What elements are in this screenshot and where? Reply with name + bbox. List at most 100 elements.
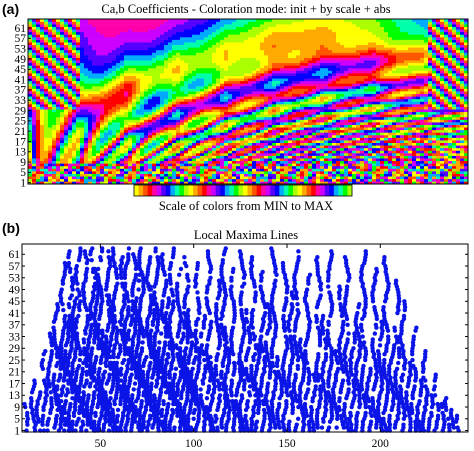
heatmap-cell [304,73,309,76]
heatmap-cell [272,67,277,71]
heatmap-cell [44,142,49,146]
heatmap-cell [196,150,201,154]
heatmap-cell [296,176,301,180]
heatmap-cell [216,178,221,182]
heatmap-cell [80,145,85,149]
heatmap-cell [28,73,33,76]
heatmap-cell [164,165,169,169]
heatmap-cell [108,83,113,87]
heatmap-cell [60,165,65,169]
heatmap-cell [312,173,317,177]
heatmap-cell [168,75,173,79]
heatmap-cell [92,153,97,156]
heatmap-cell [320,91,325,95]
heatmap-cell [36,173,41,177]
heatmap-cell [132,19,137,22]
heatmap-cell [156,65,161,69]
heatmap-cell [28,80,33,84]
heatmap-cell [292,62,297,66]
heatmap-cell [240,31,245,35]
heatmap-cell [64,39,69,43]
heatmap-cell [108,55,113,58]
heatmap-cell [160,168,165,172]
heatmap-cell [64,98,69,102]
heatmap-cell [200,155,205,159]
heatmap-cell [124,171,129,174]
heatmap-cell [264,106,269,110]
heatmap-cell [328,88,333,92]
heatmap-cell [256,83,261,87]
heatmap-cell [148,132,153,136]
heatmap-cell [252,24,257,27]
heatmap-cell [148,140,153,143]
heatmap-cell [304,96,309,100]
heatmap-cell [28,60,33,64]
heatmap-cell [128,181,133,185]
heatmap-cell [280,49,285,53]
heatmap-cell [120,55,125,58]
heatmap-cell [168,142,173,146]
heatmap-cell [132,26,137,30]
heatmap-cell [188,168,193,172]
heatmap-cell [116,88,121,92]
heatmap-cell [208,111,213,115]
heatmap-cell [44,109,49,113]
heatmap-cell [312,140,317,143]
heatmap-cell [224,132,229,136]
heatmap-cell [156,178,161,182]
heatmap-cell [308,96,313,100]
heatmap-cell [240,158,245,162]
heatmap-cell [272,106,277,110]
heatmap-cell [64,73,69,76]
heatmap-cell [124,160,129,164]
heatmap-cell [336,39,341,43]
heatmap-cell [60,158,65,162]
heatmap-cell [240,135,245,138]
heatmap-cell [36,101,41,105]
heatmap-cell [68,168,73,172]
heatmap-cell [172,106,177,110]
heatmap-cell [328,78,333,82]
heatmap-cell [264,127,269,131]
heatmap-cell [124,176,129,180]
heatmap-cell [152,26,157,30]
heatmap-cell [284,75,289,79]
heatmap-cell [76,75,81,79]
heatmap-cell [132,158,137,162]
heatmap-cell [312,57,317,61]
heatmap-cell [204,75,209,79]
heatmap-cell [300,158,305,162]
heatmap-cell [40,91,45,95]
heatmap-cell [228,181,233,185]
heatmap-cell [56,127,61,131]
heatmap-cell [252,127,257,131]
heatmap-cell [28,75,33,79]
heatmap-cell [148,173,153,177]
heatmap-cell [32,39,37,43]
heatmap-cell [328,122,333,125]
heatmap-cell [296,75,301,79]
heatmap-cell [112,145,117,149]
heatmap-cell [236,93,241,97]
heatmap-cell [300,37,305,40]
heatmap-cell [128,60,133,64]
heatmap-cell [204,171,209,174]
heatmap-cell [108,88,113,92]
heatmap-cell [200,127,205,131]
heatmap-cell [288,88,293,92]
heatmap-cell [304,75,309,79]
heatmap-cell [244,140,249,143]
heatmap-cell [48,60,53,64]
heatmap-cell [204,52,209,56]
heatmap-cell [304,140,309,143]
heatmap-cell [48,67,53,71]
heatmap-cell [212,34,217,38]
heatmap-cell [228,137,233,141]
heatmap-cell [84,119,89,123]
heatmap-cell [180,171,185,174]
heatmap-cell [324,65,329,69]
heatmap-cell [268,111,273,115]
heatmap-cell [188,47,193,51]
heatmap-cell [160,122,165,125]
heatmap-cell [36,122,41,125]
